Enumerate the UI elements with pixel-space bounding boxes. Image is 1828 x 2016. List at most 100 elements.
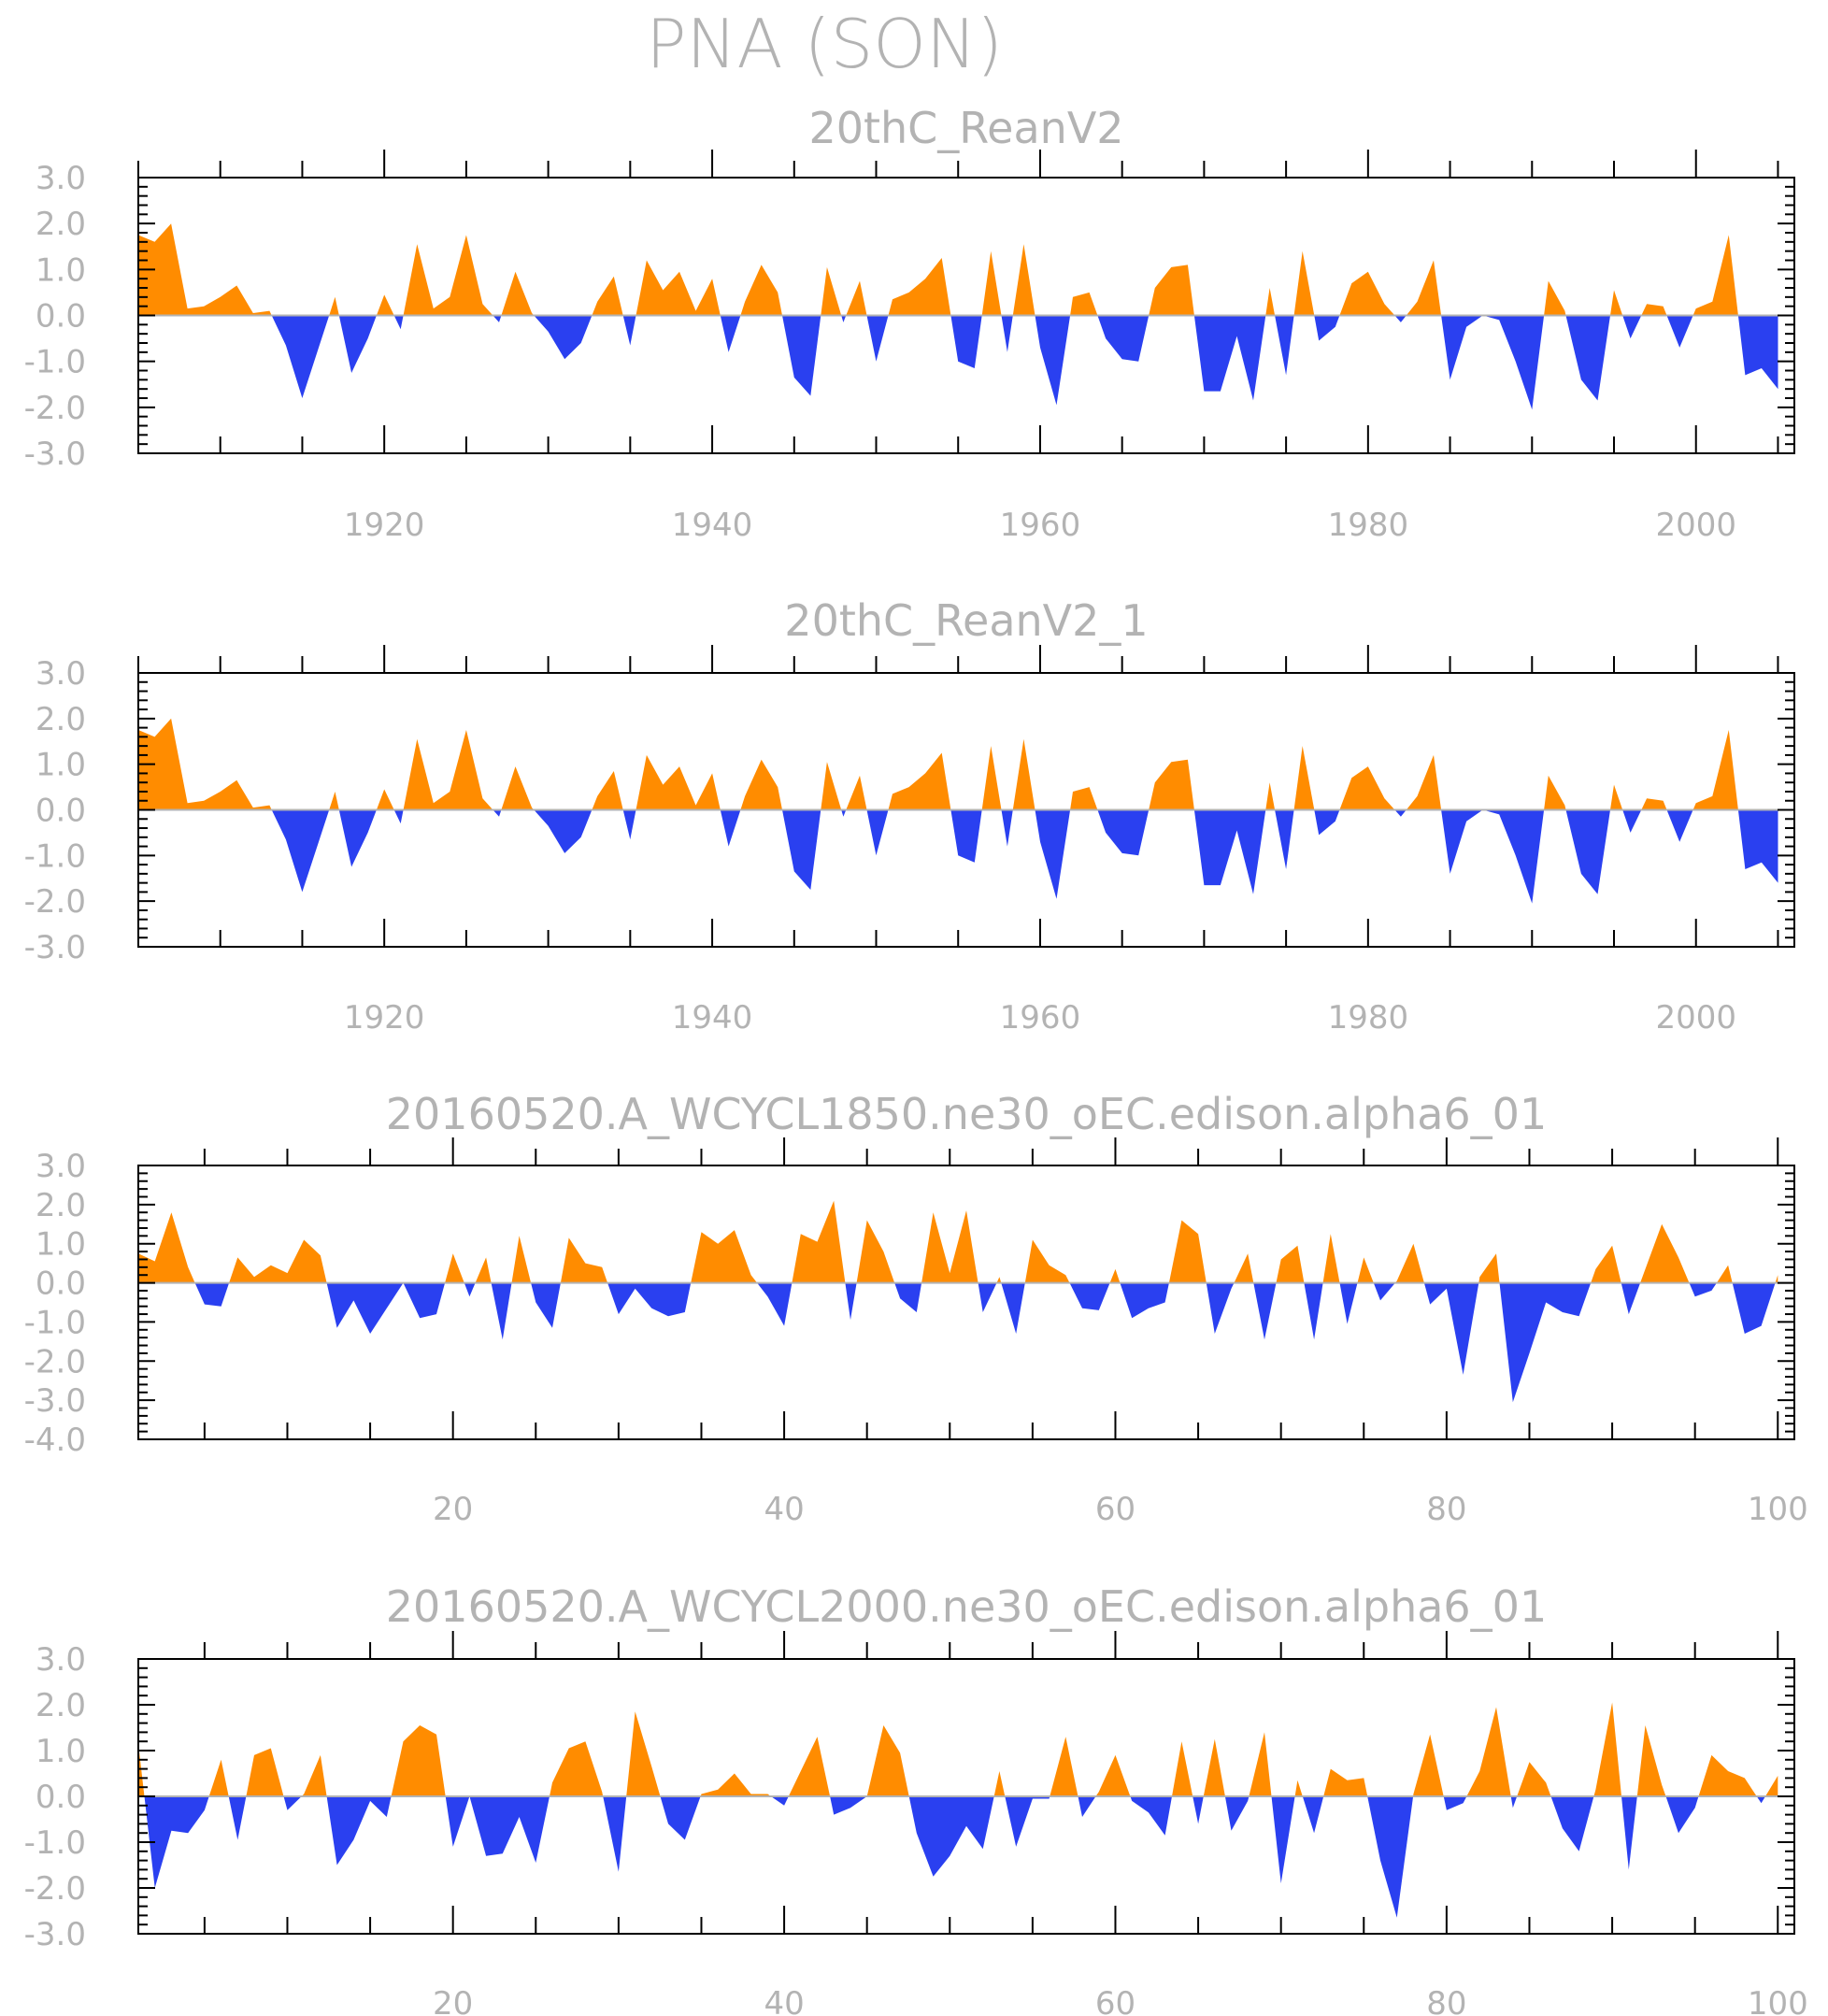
positive-area — [1265, 782, 1276, 810]
x-tick-label: 80 — [1426, 1491, 1466, 1528]
negative-area — [830, 1796, 867, 1815]
positive-area — [391, 1725, 446, 1796]
negative-area — [534, 315, 593, 360]
negative-area — [493, 315, 502, 322]
positive-area — [1406, 260, 1442, 316]
x-tick-label: 1980 — [1328, 507, 1409, 544]
negative-area — [1069, 1282, 1110, 1310]
positive-area — [1413, 1734, 1444, 1796]
negative-area — [1621, 1282, 1641, 1315]
positive-area — [856, 1220, 895, 1283]
positive-area — [996, 1277, 1002, 1283]
positive-area — [138, 1212, 195, 1283]
negative-area — [603, 1796, 627, 1872]
positive-area — [592, 276, 623, 316]
positive-area — [403, 235, 493, 316]
positive-area — [888, 258, 951, 316]
negative-area — [1192, 1796, 1204, 1824]
negative-area — [841, 315, 847, 322]
y-tick-label: -3.0 — [24, 929, 86, 966]
y-tick-label: -2.0 — [24, 1343, 86, 1380]
positive-area — [821, 762, 842, 810]
positive-area — [1406, 754, 1442, 810]
negative-area — [1097, 315, 1150, 362]
positive-area — [592, 771, 623, 810]
y-tick-label: 0.0 — [36, 1265, 86, 1303]
positive-area — [1323, 1768, 1368, 1796]
negative-area — [1304, 1282, 1323, 1340]
positive-area — [1775, 1275, 1778, 1283]
positive-area — [1640, 1223, 1690, 1283]
negative-area — [1565, 315, 1610, 401]
y-tick-label: 3.0 — [36, 655, 86, 693]
positive-area — [246, 1748, 284, 1796]
x-tick-label: 100 — [1748, 1491, 1808, 1528]
x-tick-label: 40 — [764, 1985, 804, 2016]
negative-area — [534, 809, 593, 853]
negative-area — [1423, 1282, 1479, 1375]
positive-area — [1692, 235, 1738, 316]
positive-area — [1591, 1245, 1621, 1283]
negative-area — [908, 1796, 994, 1877]
x-tick-label: 40 — [764, 1491, 804, 1528]
positive-area — [1293, 250, 1315, 316]
negative-area — [866, 315, 889, 362]
positive-area — [1698, 1754, 1757, 1796]
negative-area — [1441, 809, 1483, 874]
negative-area — [326, 1796, 392, 1866]
positive-area — [788, 1737, 831, 1796]
negative-area — [1120, 1282, 1169, 1319]
negative-area — [393, 809, 404, 824]
negative-area — [1482, 809, 1545, 904]
negative-area — [841, 809, 847, 817]
positive-area — [1641, 304, 1667, 316]
positive-area — [1610, 784, 1623, 810]
positive-area — [1168, 1220, 1207, 1283]
positive-area — [1610, 290, 1623, 316]
positive-area — [1293, 746, 1315, 810]
negative-area — [1193, 809, 1266, 894]
negative-area — [1097, 809, 1150, 856]
negative-area — [757, 1282, 793, 1326]
y-tick-label: 3.0 — [36, 1641, 86, 1679]
negative-area — [1253, 1282, 1277, 1340]
positive-area — [501, 766, 535, 810]
positive-area — [301, 1754, 327, 1796]
negative-area — [866, 809, 889, 856]
y-tick-label: 2.0 — [36, 206, 86, 243]
positive-area — [636, 754, 721, 810]
y-tick-label: -3.0 — [24, 1382, 86, 1420]
positive-area — [1249, 1732, 1272, 1796]
negative-area — [1665, 1796, 1699, 1834]
negative-area — [1367, 1796, 1414, 1918]
positive-area — [1276, 1245, 1305, 1283]
positive-area — [981, 250, 1002, 316]
positive-area — [821, 266, 842, 316]
negative-area — [271, 809, 330, 893]
y-tick-label: -1.0 — [24, 837, 86, 875]
y-tick-label: 3.0 — [36, 160, 86, 197]
positive-area — [1070, 292, 1098, 316]
positive-area — [1641, 798, 1667, 810]
negative-area — [978, 1282, 997, 1312]
positive-area — [560, 1237, 608, 1283]
negative-area — [1275, 315, 1294, 376]
positive-area — [1203, 1738, 1225, 1796]
negative-area — [445, 1796, 470, 1847]
figure-title: PNA (SON) — [646, 5, 1003, 83]
y-tick-label: 2.0 — [36, 1187, 86, 1224]
plot-frame — [137, 1165, 1795, 1440]
negative-area — [1621, 1796, 1637, 1870]
positive-area — [1095, 1754, 1131, 1796]
y-tick-label: -2.0 — [24, 1870, 86, 1908]
positive-area — [376, 789, 394, 810]
y-tick-label: 0.0 — [36, 793, 86, 830]
y-tick-label: 0.0 — [36, 298, 86, 336]
positive-area — [138, 223, 272, 316]
negative-area — [326, 1282, 404, 1334]
negative-area — [1001, 315, 1013, 352]
y-tick-label: -1.0 — [24, 1824, 86, 1862]
negative-area — [1756, 1796, 1765, 1804]
positive-area — [1357, 1257, 1374, 1283]
positive-area — [1544, 775, 1566, 810]
